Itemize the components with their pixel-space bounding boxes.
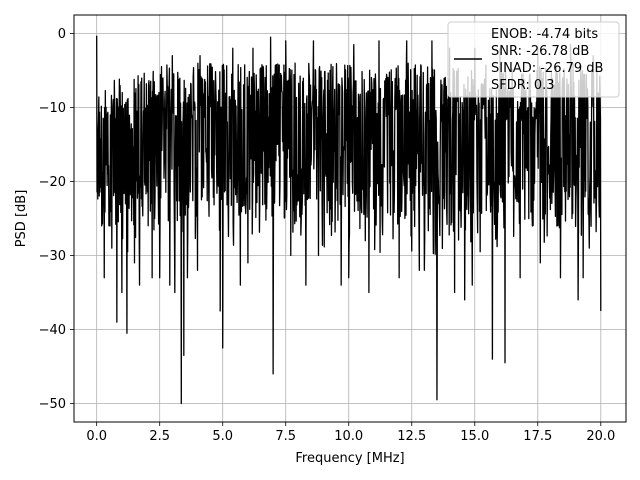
y-tick-label: −50 bbox=[39, 397, 66, 412]
x-tick-label: 7.5 bbox=[275, 429, 296, 444]
axes bbox=[73, 14, 627, 423]
axes-frame bbox=[73, 14, 627, 423]
x-tick-label: 17.5 bbox=[523, 429, 552, 444]
legend-entry-snr: SNR: -26.78 dB bbox=[491, 44, 589, 59]
psd-series-line bbox=[96, 35, 602, 405]
ticks: 0.0 2.5 5.0 7.5 10.0 12.5 15.0 17.5 20.0 0 −10 −20 −… bbox=[39, 27, 616, 444]
legend-box bbox=[447, 21, 620, 98]
x-tick-label: 12.5 bbox=[397, 429, 426, 444]
x-tick-label: 20.0 bbox=[586, 429, 615, 444]
y-tick-label: 0 bbox=[58, 27, 66, 42]
legend-entry-enob: ENOB: -4.74 bits bbox=[491, 27, 598, 42]
x-axis-label: Frequency [MHz] bbox=[295, 451, 404, 466]
x-tick-label: 10.0 bbox=[334, 429, 363, 444]
y-tick-label: −40 bbox=[39, 323, 66, 338]
x-tick-label: 0.0 bbox=[86, 429, 107, 444]
legend: ENOB: -4.74 bits SNR: -26.78 dB SINAD: -… bbox=[447, 21, 620, 98]
y-axis-label: PSD [dB] bbox=[14, 190, 29, 248]
legend-entry-sinad: SINAD: -26.79 dB bbox=[491, 61, 603, 76]
y-tick-label: −10 bbox=[39, 101, 66, 116]
x-tick-label: 2.5 bbox=[149, 429, 170, 444]
plot-area bbox=[96, 35, 602, 405]
y-tick-label: −20 bbox=[39, 175, 66, 190]
x-tick-label: 5.0 bbox=[212, 429, 233, 444]
y-tick-label: −30 bbox=[39, 249, 66, 264]
legend-entry-sfdr: SFDR: 0.3 bbox=[491, 78, 555, 93]
x-tick-label: 15.0 bbox=[460, 429, 489, 444]
